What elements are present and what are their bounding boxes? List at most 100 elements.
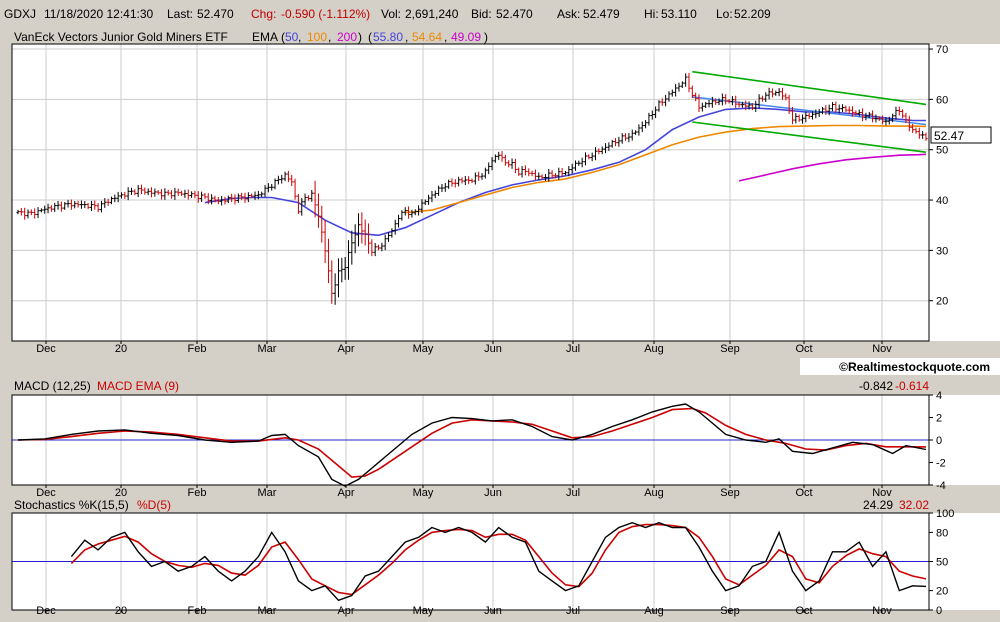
macd-x-label: Jun	[484, 487, 502, 499]
macd-ema-label: MACD EMA (9)	[97, 379, 179, 393]
hi-value: 53.110	[661, 7, 697, 21]
ema-values-sep-2: ,	[444, 30, 447, 44]
price-panel: Dec 20 Feb Mar Apr May Jun Jul Aug Sep Oct Nov 20 30…	[11, 30, 1000, 355]
chg-value: -0.590 (-1.112%)	[281, 7, 371, 21]
price-x-label: Jul	[566, 343, 580, 355]
price-x-label: Apr	[337, 343, 354, 355]
stoch-d-value: 32.02	[899, 498, 929, 512]
macd-x-label: Jul	[566, 487, 580, 499]
stoch-x-label: May	[413, 605, 434, 617]
stoch-k-line	[70, 521, 927, 602]
vol-value: 2,691,240	[405, 7, 459, 21]
ema-values-sep-1: ,	[405, 30, 408, 44]
price-x-label: Mar	[258, 343, 277, 355]
stoch-x-label: Aug	[644, 605, 664, 617]
trendline-channel-bottom	[692, 121, 927, 153]
bid-value: 52.470	[496, 7, 533, 21]
price-x-label: Sep	[720, 343, 740, 355]
price-x-label: Aug	[644, 343, 664, 355]
quote-datetime: 11/18/2020 12:41:30	[44, 7, 154, 21]
price-y-label: 50	[936, 145, 948, 157]
macd-label: MACD (12,25)	[14, 379, 91, 393]
ema100-value: 54.64	[412, 30, 442, 44]
ema50-value: 55.80	[373, 30, 403, 44]
price-title: VanEck Vectors Junior Gold Miners ETF	[14, 30, 228, 44]
macd-frame	[11, 394, 930, 486]
stoch-axis-bg	[929, 513, 1000, 610]
macd-value: -0.842	[859, 379, 893, 393]
price-y-label: 40	[936, 195, 948, 207]
stoch-panel: Dec 20 Feb Mar Apr May Jun Jul Aug Sep Oct Nov 0 20 5…	[11, 498, 1000, 617]
macd-y-label: -2	[936, 458, 946, 470]
ask-value: 52.479	[583, 7, 620, 21]
macd-x-label: Apr	[337, 487, 354, 499]
macd-y-label: 4	[936, 390, 942, 402]
lo-label: Lo:	[716, 7, 733, 21]
macd-y-label: 2	[936, 413, 942, 425]
price-axis-bg	[929, 44, 1000, 341]
price-plot-bg	[12, 44, 929, 341]
last-label: Last:	[167, 7, 194, 21]
stoch-y-label: 20	[936, 586, 948, 598]
ema-values-close-paren: )	[484, 30, 488, 44]
stoch-x-label: Jun	[484, 605, 502, 617]
stoch-y-label: 100	[936, 508, 954, 520]
ema-close-paren: )	[358, 30, 362, 44]
stoch-d-line	[70, 523, 927, 596]
ema-line-200	[738, 153, 927, 182]
bid-label: Bid:	[471, 7, 492, 21]
macd-x-label: May	[413, 487, 434, 499]
price-x-label: Jun	[484, 343, 502, 355]
macd-x-label: Feb	[188, 487, 207, 499]
chart-area: Dec 20 Feb Mar Apr May Jun Jul Aug Sep Oct Nov 2030…	[0, 27, 1000, 622]
macd-x-label: Oct	[795, 487, 812, 499]
price-y-label: 70	[936, 44, 948, 56]
ema-line-100	[405, 124, 927, 214]
ema-open-paren: (	[281, 30, 285, 44]
price-x-label: 20	[115, 343, 127, 355]
lo-value: 52.209	[734, 7, 771, 21]
macd-x-label: 20	[115, 487, 127, 499]
stoch-x-label: 20	[115, 605, 127, 617]
macd-ema-value: -0.614	[895, 379, 929, 393]
last-price-marker-box	[930, 126, 992, 144]
price-frame	[11, 43, 930, 342]
watermark-bg	[800, 358, 1000, 375]
stoch-y-label: 80	[936, 527, 948, 539]
macd-x-label: Sep	[720, 487, 740, 499]
stoch-label: Stochastics %K(15,5)	[14, 498, 129, 512]
quote-bar: GDXJ 11/18/2020 12:41:30 Last: 52.470 Ch…	[0, 0, 1000, 28]
stoch-x-label: Dec	[36, 605, 56, 617]
stoch-x-label: Sep	[720, 605, 740, 617]
stoch-x-label: Apr	[337, 605, 354, 617]
ema100-period: 100	[307, 30, 327, 44]
stoch-x-label: Nov	[872, 605, 892, 617]
macd-y-label: -4	[936, 480, 946, 492]
price-y-label: 20	[936, 296, 948, 308]
stoch-frame	[11, 512, 930, 611]
macd-line	[17, 403, 927, 487]
macd-axis-bg	[929, 395, 1000, 485]
ema-sep-2: ,	[328, 30, 331, 44]
price-x-label: Dec	[36, 343, 56, 355]
ema50-period: 50	[285, 30, 299, 44]
ema-sep-1: ,	[298, 30, 301, 44]
stoch-y-label: 0	[936, 605, 942, 617]
stoch-x-label: Oct	[795, 605, 812, 617]
macd-panel: Dec 20 Feb Mar Apr May Jun Jul Aug Sep Oct Nov -4-2…	[11, 379, 1000, 499]
symbol: GDXJ	[4, 7, 37, 21]
stoch-x-label: Jul	[566, 605, 580, 617]
stoch-y-label: 50	[936, 557, 948, 569]
vol-label: Vol:	[381, 7, 402, 21]
last-value: 52.470	[197, 7, 234, 21]
price-x-label: May	[413, 343, 434, 355]
last-price-marker: 52.47	[934, 129, 964, 143]
macd-y-label: 0	[936, 435, 942, 447]
watermark: ©Realtimestockquote.com	[839, 360, 990, 374]
price-y-label: 30	[936, 245, 948, 257]
stoch-k-value: 24.29	[863, 498, 893, 512]
price-y-label: 60	[936, 94, 948, 106]
stoch-x-label: Feb	[188, 605, 207, 617]
ema-values-open-paren: (	[368, 30, 372, 44]
macd-x-label: Nov	[872, 487, 892, 499]
